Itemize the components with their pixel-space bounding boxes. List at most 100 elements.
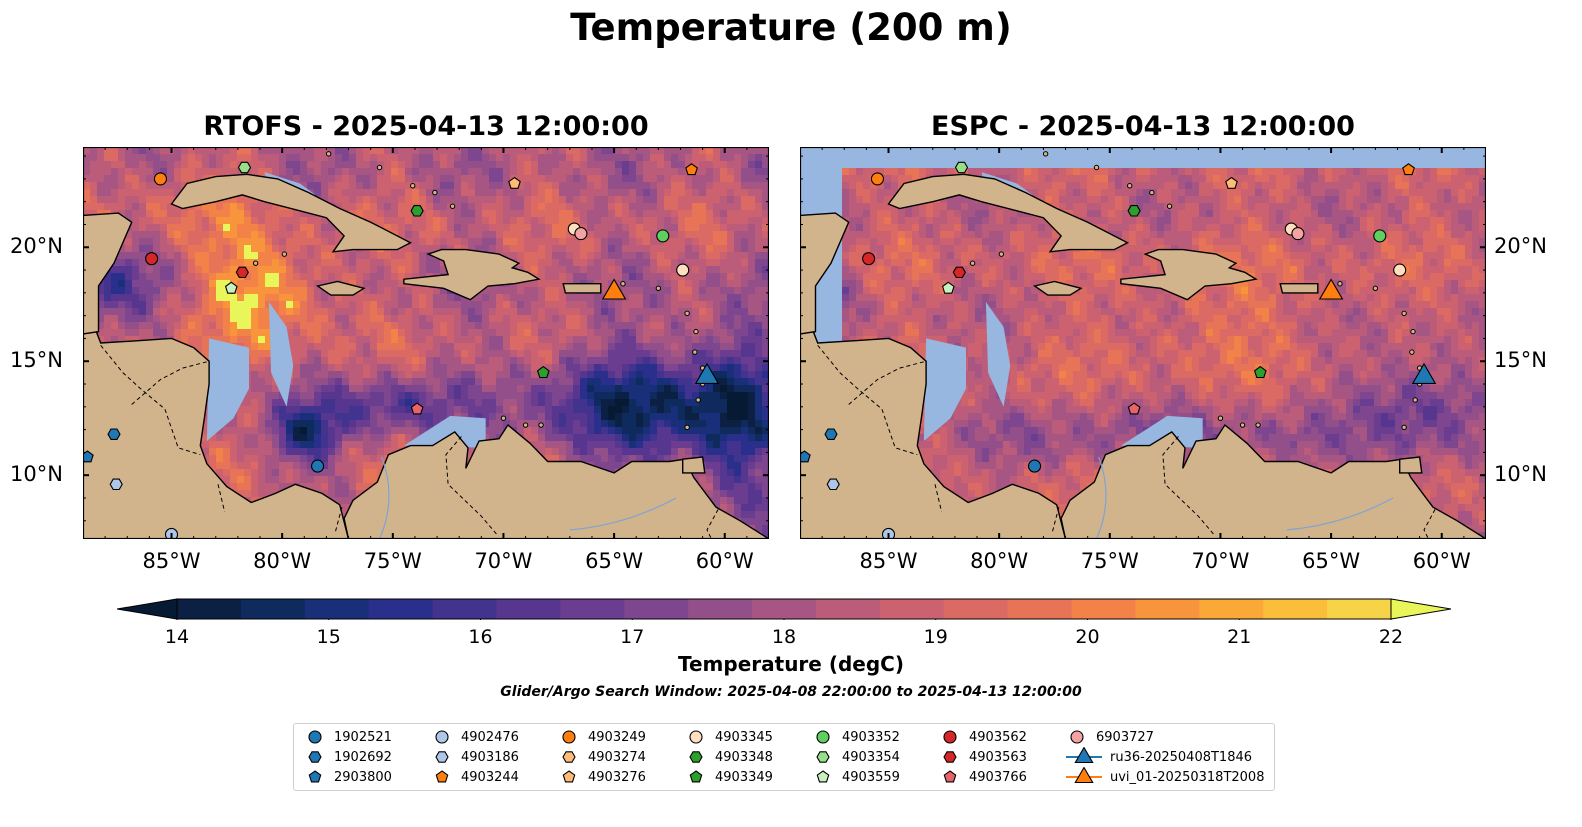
land-cuba — [170, 173, 413, 253]
argo-float-2903800[interactable] — [83, 450, 94, 463]
land-hispaniola — [403, 248, 541, 301]
legend-label: 4903274 — [588, 749, 646, 765]
colorbar-segment — [1135, 599, 1200, 619]
lon-tick-label: 65°W — [1302, 549, 1361, 573]
legend-item-uvi_01-20250318T2008: uvi_01-20250318T2008 — [1066, 767, 1264, 787]
argo-float-6903727[interactable] — [1291, 227, 1305, 241]
argo-float-4903345[interactable] — [1393, 263, 1407, 277]
argo-float-4903766[interactable] — [410, 402, 424, 415]
legend-marker-hexagon — [308, 751, 322, 763]
legend-marker-pentagon — [435, 770, 449, 783]
argo-float-1902692[interactable] — [824, 428, 838, 440]
argo-float-4903276[interactable] — [508, 176, 521, 189]
small-island-11 — [1217, 415, 1224, 421]
small-island-13 — [252, 260, 259, 266]
argo-float-6903727[interactable] — [574, 227, 588, 241]
glider-ru36-20250408T1846[interactable] — [1411, 362, 1437, 384]
lat-tick-label: 20°N — [10, 234, 63, 259]
argo-float-4903348[interactable] — [410, 205, 424, 217]
small-island-16 — [1127, 183, 1133, 189]
argo-float-4903562[interactable] — [145, 252, 159, 266]
land-trinidad — [1399, 456, 1423, 474]
argo-float-4903352[interactable] — [656, 229, 670, 243]
argo-float-4903186[interactable] — [826, 478, 840, 491]
argo-float-2903800[interactable] — [800, 450, 811, 463]
colorbar-segment — [560, 599, 625, 619]
border-4 — [445, 436, 498, 535]
argo-float-4903354[interactable] — [954, 161, 969, 174]
map-frame — [800, 147, 1486, 539]
legend-marker-hexagon — [562, 751, 576, 763]
map-panel-espc[interactable] — [800, 147, 1486, 539]
small-island-14 — [1149, 189, 1155, 196]
figure-title: Temperature (200 m) — [570, 6, 1012, 49]
argo-float-1902521[interactable] — [1028, 459, 1042, 473]
argo-float-1902692[interactable] — [107, 428, 121, 440]
glider-uvi_01-20250318T2008[interactable] — [1318, 278, 1344, 300]
argo-float-4903244[interactable] — [1402, 163, 1415, 176]
land-south-america — [1060, 423, 1486, 539]
argo-float-4903352[interactable] — [1373, 229, 1387, 243]
small-island-10 — [1255, 422, 1261, 428]
small-island-15 — [449, 203, 456, 209]
glider-ru36-20250408T1846[interactable] — [694, 362, 720, 384]
legend-marker-hexagon — [435, 751, 449, 763]
argo-float-4903186[interactable] — [109, 478, 123, 491]
argo-float-4903349[interactable] — [536, 365, 550, 379]
border-3 — [334, 506, 343, 533]
lon-tick-label: 80°W — [253, 549, 312, 573]
land-cuba — [887, 173, 1130, 253]
legend-marker-pentagon — [943, 770, 957, 783]
colorbar-tick-label: 16 — [468, 626, 493, 648]
colorbar-segment — [1263, 599, 1328, 619]
argo-float-4903244[interactable] — [685, 163, 698, 176]
argo-float-4903559[interactable] — [941, 281, 955, 294]
argo-float-4903559[interactable] — [224, 281, 238, 294]
colorbar-segment — [432, 599, 498, 619]
legend-marker-hexagon — [943, 751, 957, 763]
lon-tick-label: 75°W — [363, 549, 422, 573]
espc-temperature-field — [800, 147, 1486, 539]
small-island-16 — [410, 183, 416, 189]
shelf-mask-1 — [268, 302, 294, 407]
legend-label: 4903349 — [715, 769, 773, 785]
argo-float-4903349[interactable] — [1253, 365, 1267, 379]
colorbar-segment — [496, 599, 561, 619]
colorbar-segment — [368, 599, 434, 619]
argo-float-4903249[interactable] — [870, 172, 885, 186]
argo-float-1902521[interactable] — [311, 459, 325, 473]
small-island-11 — [500, 415, 507, 421]
legend-label: 4903354 — [842, 749, 900, 765]
legend-marker-pentagon — [816, 770, 830, 783]
land-jamaica — [1032, 280, 1083, 296]
border-4 — [1162, 436, 1215, 535]
legend-label: 2903800 — [334, 769, 392, 785]
colorbar-tick-label: 21 — [1227, 626, 1252, 648]
legend-item-4903559: 4903559 — [812, 767, 900, 787]
small-island-5 — [695, 397, 701, 403]
legend-marker-pentagon — [562, 770, 576, 783]
small-island-10 — [538, 422, 544, 428]
glider-uvi_01-20250318T2008[interactable] — [601, 278, 627, 300]
argo-float-4903766[interactable] — [1127, 402, 1141, 415]
search-window-note: Glider/Argo Search Window: 2025-04-08 22… — [500, 684, 1082, 700]
argo-float-4903249[interactable] — [153, 172, 168, 186]
colorbar-segment — [815, 599, 881, 619]
legend-marker-circle — [689, 730, 703, 744]
legend-item-4903274: 4903274 — [558, 747, 646, 767]
legend-item-4903352: 4903352 — [812, 727, 900, 747]
argo-float-4903348[interactable] — [1127, 205, 1141, 217]
colorbar-segment — [177, 599, 242, 619]
argo-float-4903354[interactable] — [237, 161, 252, 174]
colorbar-extend-low — [117, 598, 178, 620]
argo-float-4903345[interactable] — [676, 263, 690, 277]
argo-float-4903563[interactable] — [235, 266, 249, 279]
legend-label: 4903186 — [461, 749, 519, 765]
map-panel-rtofs[interactable] — [83, 147, 769, 539]
small-island-17 — [1093, 164, 1100, 171]
small-island-1 — [1410, 328, 1416, 335]
colorbar-tick-label: 18 — [771, 626, 797, 648]
argo-float-4903276[interactable] — [1225, 176, 1238, 189]
argo-float-4903563[interactable] — [952, 266, 966, 279]
argo-float-4903562[interactable] — [862, 252, 876, 266]
